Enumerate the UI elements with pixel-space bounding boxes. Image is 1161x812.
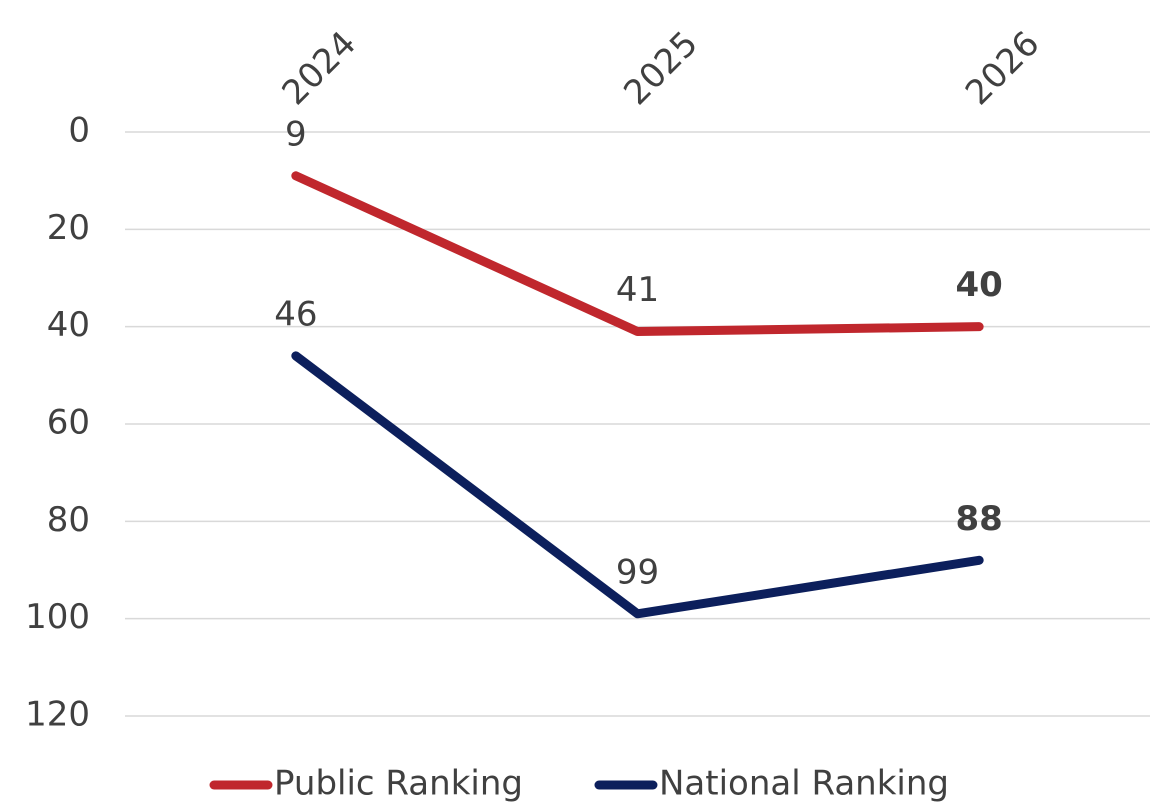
- y-tick-label: 80: [47, 500, 90, 540]
- y-tick-label: 40: [47, 305, 90, 345]
- legend-label: National Ranking: [659, 764, 949, 804]
- series-line: [291, 351, 984, 619]
- data-label: 40: [956, 265, 1003, 305]
- data-label: 99: [616, 552, 659, 592]
- y-tick-label: 100: [25, 597, 90, 637]
- x-tick-label: 2025: [616, 24, 705, 113]
- data-label: 9: [285, 114, 307, 154]
- x-tick-label: 2024: [275, 24, 364, 113]
- x-tick-label: 2026: [958, 24, 1047, 113]
- y-tick-label: 120: [25, 695, 90, 735]
- y-tick-label: 0: [68, 111, 90, 151]
- data-label: 41: [616, 270, 659, 310]
- legend-label: Public Ranking: [274, 764, 523, 804]
- data-label: 46: [274, 294, 317, 334]
- y-tick-label: 20: [47, 208, 90, 248]
- series-line: [291, 171, 984, 337]
- y-tick-label: 60: [47, 403, 90, 443]
- data-label: 88: [956, 499, 1003, 539]
